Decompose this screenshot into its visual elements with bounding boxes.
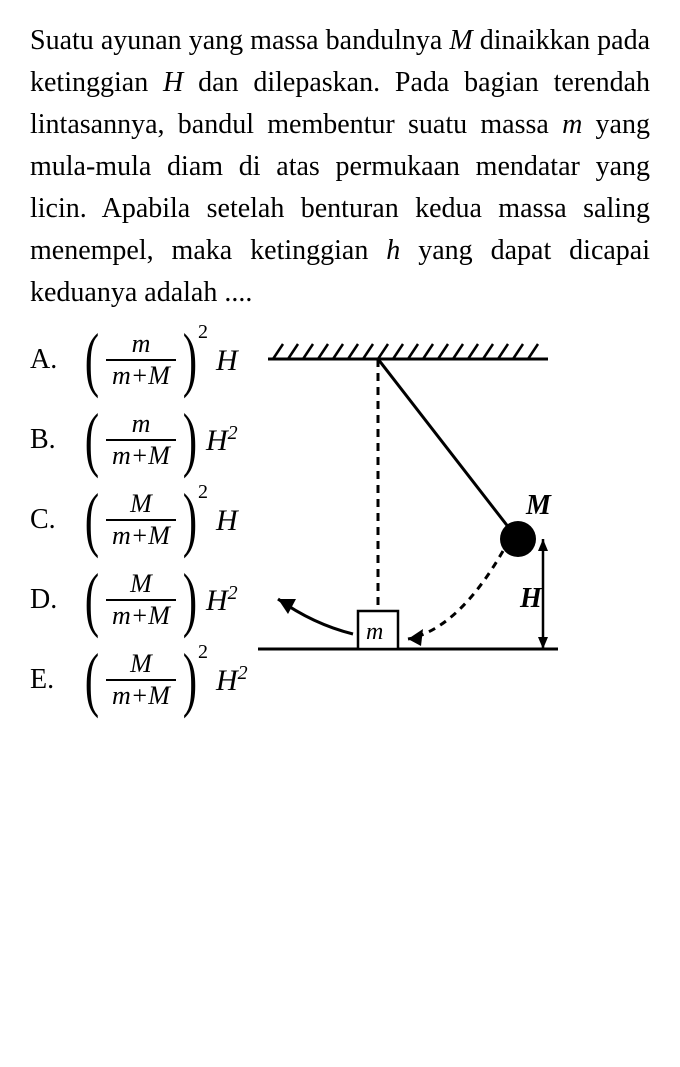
option-label-D: D. <box>30 584 80 616</box>
swing-arrowhead <box>408 629 423 646</box>
box-motion-arrowhead <box>278 599 296 614</box>
option-label-C: C. <box>30 504 80 536</box>
option-label-B: B. <box>30 424 80 456</box>
option-B: B. ( m m+M ) H2 <box>30 409 248 471</box>
option-expr-A: ( m m+M ) 2 H <box>80 329 238 391</box>
diagram-svg: M m H <box>258 339 558 679</box>
option-expr-D: ( M m+M ) H2 <box>80 569 238 631</box>
question-text: Suatu ayunan yang massa bandulnya M dina… <box>30 20 650 314</box>
pendulum-diagram: M m H <box>258 339 558 679</box>
raised-string <box>378 359 516 537</box>
bob-M <box>500 521 536 557</box>
option-D: D. ( M m+M ) H2 <box>30 569 248 631</box>
option-C: C. ( M m+M ) 2 H <box>30 489 248 551</box>
swing-arc <box>408 551 503 639</box>
option-label-E: E. <box>30 664 80 696</box>
options-list: A. ( m m+M ) 2 H B. ( m m+M ) <box>30 329 248 729</box>
height-H-arrow-up <box>538 539 548 551</box>
option-expr-E: ( M m+M ) 2 H2 <box>80 649 248 711</box>
ceiling-hatch <box>273 344 538 359</box>
height-H-arrow-down <box>538 637 548 649</box>
option-E: E. ( M m+M ) 2 H2 <box>30 649 248 711</box>
label-m: m <box>366 619 383 645</box>
option-A: A. ( m m+M ) 2 H <box>30 329 248 391</box>
option-label-A: A. <box>30 344 80 376</box>
label-M: M <box>525 490 552 521</box>
label-H: H <box>519 583 543 614</box>
options-container: A. ( m m+M ) 2 H B. ( m m+M ) <box>30 329 650 729</box>
option-expr-B: ( m m+M ) H2 <box>80 409 238 471</box>
option-expr-C: ( M m+M ) 2 H <box>80 489 238 551</box>
